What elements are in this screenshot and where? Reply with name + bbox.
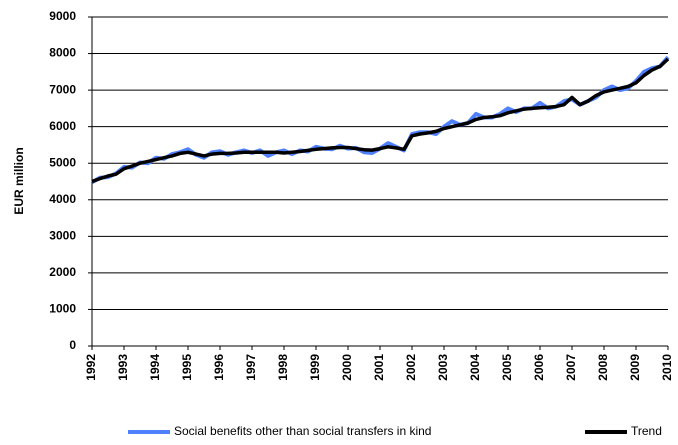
x-tick-label: 1998: [276, 354, 290, 381]
x-tick-label: 1992: [84, 354, 98, 381]
x-tick-label: 1995: [180, 354, 194, 381]
x-tick-label: 2007: [564, 354, 578, 381]
x-tick-label: 2002: [404, 354, 418, 381]
legend-label: Social benefits other than social transf…: [174, 424, 431, 438]
x-tick-label: 2000: [340, 354, 354, 381]
x-tick-label: 2005: [500, 354, 514, 381]
x-tick-label: 1993: [116, 354, 130, 381]
x-tick-label: 2006: [532, 354, 546, 381]
x-tick-label: 1997: [244, 354, 258, 381]
series-line: [91, 57, 670, 184]
x-tick-label: 2009: [628, 354, 642, 381]
x-tick-label: 1999: [308, 354, 322, 381]
y-tick-label: 2000: [49, 265, 76, 279]
y-tick-label: 5000: [49, 155, 76, 169]
x-tick-label: 2010: [660, 354, 674, 381]
x-tick-label: 2004: [468, 354, 482, 381]
y-tick-label: 7000: [49, 82, 76, 96]
y-tick-label: 1000: [49, 302, 76, 316]
legend-label: Trend: [631, 424, 662, 438]
x-tick-label: 2001: [372, 354, 386, 381]
y-tick-label: 6000: [49, 119, 76, 133]
x-tick-label: 1994: [148, 354, 162, 381]
y-tick-label: 8000: [49, 46, 76, 60]
x-tick-label: 1996: [212, 354, 226, 381]
y-tick-label: 4000: [49, 192, 76, 206]
x-tick-label: 2008: [596, 354, 610, 381]
x-tick-label: 2003: [436, 354, 450, 381]
y-axis-title: EUR million: [12, 147, 26, 214]
y-tick-label: 3000: [49, 229, 76, 243]
y-tick-label: 9000: [49, 9, 76, 23]
y-tick-label: 0: [69, 338, 76, 352]
